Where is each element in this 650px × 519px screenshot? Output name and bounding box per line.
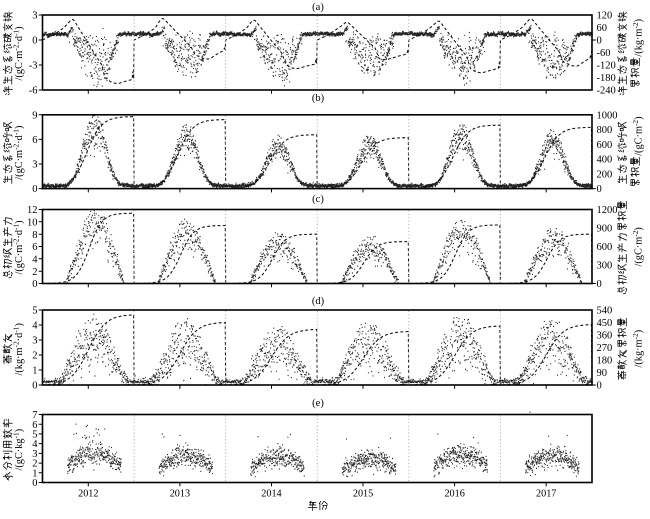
svg-text:0: 0: [597, 279, 602, 290]
svg-text:0: 0: [32, 36, 37, 47]
svg-text:(a): (a): [312, 2, 324, 13]
svg-text:2016: 2016: [444, 489, 464, 500]
svg-text:/(gC·m-2​): /(gC·m-2​): [631, 116, 644, 155]
svg-text:1200: 1200: [597, 205, 618, 216]
svg-text:-3: -3: [29, 61, 38, 72]
svg-text:120: 120: [597, 11, 613, 22]
svg-text:/(gC·m-2​·d-1​): /(gC·m-2​·d-1​): [12, 126, 25, 180]
svg-text:1000: 1000: [597, 110, 618, 121]
svg-text:-180: -180: [597, 73, 616, 84]
svg-text:3: 3: [32, 336, 37, 347]
svg-text:5: 5: [32, 306, 37, 317]
svg-text:3: 3: [32, 449, 37, 460]
svg-text:/(kg·m-2​·d-1​): /(kg·m-2​·d-1​): [12, 323, 25, 375]
svg-text:270: 270: [597, 343, 613, 354]
svg-text:/(gC·kg-1​): /(gC·kg-1​): [12, 429, 25, 471]
svg-text:600: 600: [597, 140, 613, 151]
svg-text:400: 400: [597, 155, 613, 166]
svg-text:60: 60: [597, 23, 608, 34]
svg-text:2014: 2014: [261, 489, 281, 500]
svg-text:-60: -60: [597, 48, 611, 59]
svg-text:540: 540: [597, 306, 613, 317]
svg-text:2013: 2013: [170, 489, 190, 500]
svg-text:/(gC·m-2​·d-1​): /(gC·m-2​·d-1​): [12, 220, 25, 274]
svg-text:12: 12: [27, 205, 38, 216]
svg-text:3: 3: [32, 11, 37, 22]
svg-text:600: 600: [597, 242, 613, 253]
svg-text:800: 800: [597, 125, 613, 136]
svg-text:2: 2: [32, 267, 37, 278]
svg-text:/(kg·m-2​): /(kg·m-2​): [631, 19, 644, 57]
svg-text:5: 5: [32, 430, 37, 441]
svg-text:8: 8: [32, 230, 37, 241]
svg-text:9: 9: [32, 110, 37, 121]
svg-text:(e): (e): [312, 398, 324, 409]
svg-text:0: 0: [597, 381, 602, 392]
svg-text:-120: -120: [597, 61, 616, 72]
svg-text:-6: -6: [29, 86, 38, 97]
svg-text:0: 0: [32, 478, 37, 489]
svg-text:(c): (c): [312, 194, 324, 205]
svg-text:7: 7: [32, 410, 37, 421]
svg-text:3: 3: [32, 160, 37, 171]
svg-text:4: 4: [32, 439, 38, 450]
svg-text:360: 360: [597, 331, 613, 342]
svg-text:/(gC·m-2​·d-1​): /(gC·m-2​·d-1​): [12, 26, 25, 80]
svg-text:300: 300: [597, 261, 613, 272]
svg-text:(d): (d): [312, 296, 325, 307]
svg-text:/(kg·m-2​): /(kg·m-2​): [631, 330, 644, 368]
svg-text:6: 6: [32, 135, 37, 146]
svg-text:10: 10: [27, 217, 38, 228]
svg-text:2015: 2015: [353, 489, 373, 500]
svg-text:1: 1: [32, 468, 37, 479]
svg-text:4: 4: [32, 254, 38, 265]
svg-text:0: 0: [32, 381, 37, 392]
svg-text:-240: -240: [597, 86, 616, 97]
svg-text:(b): (b): [312, 93, 325, 104]
svg-text:6: 6: [32, 242, 37, 253]
svg-text:0: 0: [597, 184, 602, 195]
svg-text:200: 200: [597, 169, 613, 180]
svg-text:90: 90: [597, 368, 608, 379]
svg-text:0: 0: [597, 36, 602, 47]
svg-text:0: 0: [32, 279, 37, 290]
svg-text:450: 450: [597, 318, 613, 329]
svg-text:4: 4: [32, 321, 38, 332]
svg-text:2: 2: [32, 459, 37, 470]
svg-text:6: 6: [32, 420, 37, 431]
svg-text:/(gC·m-2​): /(gC·m-2​): [631, 227, 644, 266]
svg-text:2012: 2012: [78, 489, 98, 500]
svg-text:900: 900: [597, 224, 613, 235]
svg-text:0: 0: [32, 184, 37, 195]
svg-text:2: 2: [32, 351, 37, 362]
svg-text:2017: 2017: [536, 489, 556, 500]
svg-text:180: 180: [597, 356, 613, 367]
svg-text:1: 1: [32, 366, 37, 377]
